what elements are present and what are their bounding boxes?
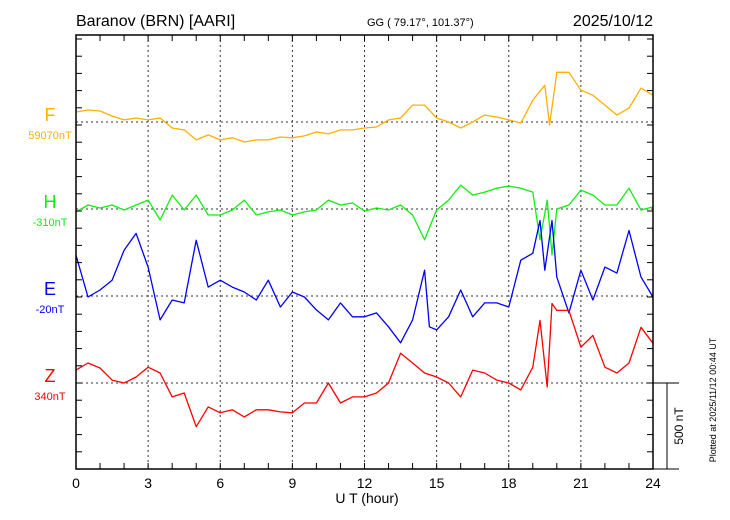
series-line-z	[75, 302, 654, 428]
x-axis-label: U T (hour)	[335, 490, 398, 506]
plotted-at-label: Plotted at 2025/11/12 00:44 UT	[708, 337, 718, 462]
baseline-value-h: -310nT	[33, 217, 68, 229]
scale-bar-label: 500 nT	[672, 407, 686, 445]
x-tick-label: 3	[144, 475, 152, 491]
geo-coords: GG ( 79.17°, 101.37°)	[367, 17, 474, 29]
component-name-h: H	[44, 192, 57, 212]
x-tick-label: 21	[573, 475, 589, 491]
x-tick-label: 6	[216, 475, 224, 491]
component-name-e: E	[44, 279, 56, 299]
component-name-z: Z	[45, 366, 56, 386]
series-group	[75, 71, 654, 428]
x-tick-label: 24	[645, 475, 661, 491]
series-line-e	[75, 219, 654, 344]
scale-bar: 500 nT	[653, 382, 686, 470]
x-tick-label: 18	[501, 475, 517, 491]
x-tick-label: 0	[72, 475, 80, 491]
series-line-f	[75, 71, 654, 143]
component-name-f: F	[45, 105, 56, 125]
x-tick-label: 9	[288, 475, 296, 491]
station-title: Baranov (BRN) [AARI]	[76, 13, 235, 30]
baseline-value-z: 340nT	[34, 391, 65, 403]
x-tick-label: 15	[429, 475, 445, 491]
baseline-value-f: 59070nT	[28, 130, 72, 142]
component-labels: F 59070nT H -310nT E -20nT Z 340nT	[28, 105, 72, 403]
series-line-h	[75, 184, 654, 256]
axis-ticks: 0 3 6 9 12 15 18 21 24	[72, 35, 661, 491]
x-tick-label: 12	[357, 475, 373, 491]
date-label: 2025/10/12	[573, 13, 653, 30]
baseline-value-e: -20nT	[36, 304, 65, 316]
grid	[76, 35, 653, 469]
